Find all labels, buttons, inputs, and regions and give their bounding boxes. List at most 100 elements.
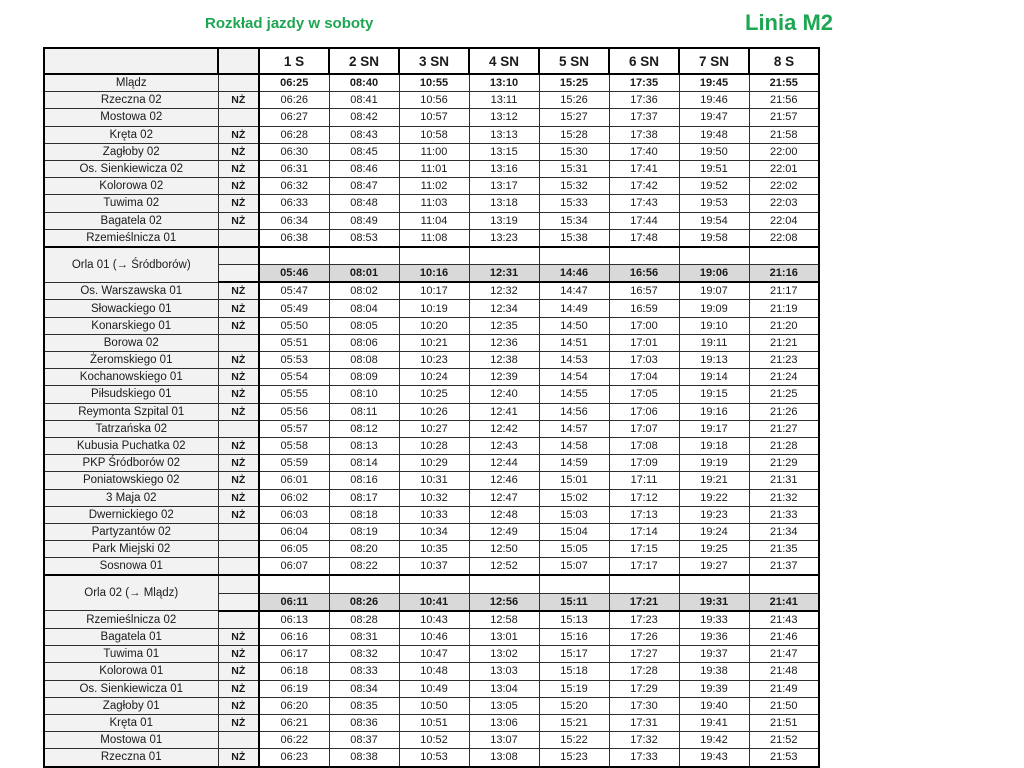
time-cell: 13:03 <box>468 662 540 681</box>
stop-row: Os. Warszawska 01 NŻ 05:47 08:02 10:17 12:32 1… <box>43 281 820 301</box>
time-cell: 06:22 <box>258 731 330 750</box>
time-cell: 06:30 <box>258 142 330 161</box>
time-cell: 17:31 <box>608 713 680 733</box>
stop-row: Mlądz 06:25 08:40 10:55 13:10 15:25 17:35 19:45… <box>43 73 820 93</box>
time-cell: 06:05 <box>258 540 330 559</box>
stop-name-cell: Os. Sienkiewicza 02 <box>43 159 219 179</box>
stop-name-cell: Park Miejski 02 <box>43 540 219 559</box>
time-cell: 08:34 <box>328 679 400 698</box>
section-row-top: Orla 02 (→ Mlądz) <box>43 574 820 612</box>
stop-row: Kolorowa 02 NŻ 06:32 08:47 11:02 13:17 15:32 17… <box>43 177 820 196</box>
time-cell: 15:21 <box>538 713 610 733</box>
time-cell: 19:52 <box>678 177 750 196</box>
time-cell: 15:13 <box>538 610 610 629</box>
request-stop-cell: NŻ <box>217 436 260 456</box>
request-stop-cell <box>217 540 260 559</box>
time-cell: 19:31 <box>678 592 750 612</box>
time-cell: 19:22 <box>678 488 750 507</box>
request-stop-cell: NŻ <box>217 211 260 230</box>
time-cell: 08:48 <box>328 194 400 213</box>
time-cell: 19:54 <box>678 211 750 230</box>
timetable-body: Mlądz 06:25 08:40 10:55 13:10 15:25 17:35 19:45… <box>43 73 820 767</box>
stop-name-cell: Żeromskiego 01 <box>43 350 219 370</box>
time-cell: 15:27 <box>538 108 610 127</box>
time-cell: 15:01 <box>538 471 610 490</box>
time-cell: 19:14 <box>678 368 750 387</box>
time-cell: 08:37 <box>328 731 400 750</box>
time-cell: 15:23 <box>538 748 610 767</box>
time-cell: 17:07 <box>608 419 680 438</box>
time-cell: 19:21 <box>678 471 750 490</box>
request-stop-cell: NŻ <box>217 748 260 767</box>
time-cell: 08:36 <box>328 713 400 733</box>
time-cell: 06:19 <box>258 679 330 698</box>
course-header-8: 8 S <box>748 47 820 75</box>
time-cell: 10:51 <box>398 713 470 733</box>
time-cell: 17:30 <box>608 696 680 715</box>
request-stop-cell <box>217 419 260 438</box>
time-cell: 19:24 <box>678 522 750 542</box>
stop-row: Rzeczna 01 NŻ 06:23 08:38 10:53 13:08 15:23 17:… <box>43 748 820 767</box>
stop-row: 3 Maja 02 NŻ 06:02 08:17 10:32 12:47 15:02 17:1… <box>43 488 820 507</box>
time-cell: 10:56 <box>398 91 470 110</box>
time-cell: 19:48 <box>678 125 750 144</box>
time-cell: 08:46 <box>328 159 400 179</box>
time-cell: 17:41 <box>608 159 680 179</box>
time-cell: 22:04 <box>748 211 820 230</box>
time-cell: 12:50 <box>468 540 540 559</box>
time-cell: 10:41 <box>398 592 470 612</box>
time-cell: 17:43 <box>608 194 680 213</box>
stop-row: Tuwima 02 NŻ 06:33 08:48 11:03 13:18 15:33 17:4… <box>43 194 820 213</box>
time-cell: 21:51 <box>748 713 820 733</box>
request-stop-cell: NŻ <box>217 316 260 335</box>
time-cell: 12:49 <box>468 522 540 542</box>
time-cell: 06:11 <box>258 592 330 612</box>
time-cell: 21:49 <box>748 679 820 698</box>
time-cell: 06:20 <box>258 696 330 715</box>
stop-row: Tatrzańska 02 05:57 08:12 10:27 12:42 14:57 17… <box>43 419 820 438</box>
time-cell: 19:09 <box>678 299 750 318</box>
time-cell: 15:38 <box>538 228 610 248</box>
time-cell: 13:10 <box>468 73 540 93</box>
time-cell: 21:46 <box>748 627 820 647</box>
time-cell: 10:34 <box>398 522 470 542</box>
time-cell: 05:55 <box>258 385 330 404</box>
time-cell: 06:17 <box>258 645 330 664</box>
time-cell: 08:53 <box>328 228 400 248</box>
time-cell: 19:23 <box>678 505 750 524</box>
request-stop-cell <box>217 264 260 284</box>
request-stop-cell <box>217 245 260 266</box>
stop-name-cell: Mlądz <box>43 73 219 93</box>
course-header-5: 5 SN <box>538 47 610 75</box>
time-cell: 15:28 <box>538 125 610 144</box>
time-cell: 13:19 <box>468 211 540 230</box>
time-cell: 13:06 <box>468 713 540 733</box>
course-header-6: 6 SN <box>608 47 680 75</box>
time-cell: 19:25 <box>678 540 750 559</box>
time-cell: 12:36 <box>468 333 540 353</box>
time-cell: 16:59 <box>608 299 680 318</box>
stop-row: Konarskiego 01 NŻ 05:50 08:05 10:20 12:35 14:5… <box>43 316 820 335</box>
time-cell <box>538 574 610 594</box>
stop-row: Zagłoby 02 NŻ 06:30 08:45 11:00 13:15 15:30 17:… <box>43 142 820 161</box>
time-cell: 10:29 <box>398 454 470 473</box>
time-cell: 21:21 <box>748 333 820 353</box>
time-cell: 15:07 <box>538 557 610 576</box>
time-cell: 21:19 <box>748 299 820 318</box>
time-cell: 10:50 <box>398 696 470 715</box>
time-cell: 05:54 <box>258 368 330 387</box>
time-cell: 16:56 <box>608 264 680 284</box>
stop-name-cell: Bagatela 02 <box>43 211 219 230</box>
time-cell <box>678 245 750 266</box>
time-cell: 21:28 <box>748 436 820 456</box>
time-cell: 21:31 <box>748 471 820 490</box>
time-cell: 19:45 <box>678 73 750 93</box>
time-cell <box>328 245 400 266</box>
time-cell: 10:25 <box>398 385 470 404</box>
time-cell: 06:01 <box>258 471 330 490</box>
time-cell <box>748 574 820 594</box>
time-cell <box>608 245 680 266</box>
time-cell: 08:06 <box>328 333 400 353</box>
request-stop-cell: NŻ <box>217 402 260 421</box>
time-cell: 17:06 <box>608 402 680 421</box>
